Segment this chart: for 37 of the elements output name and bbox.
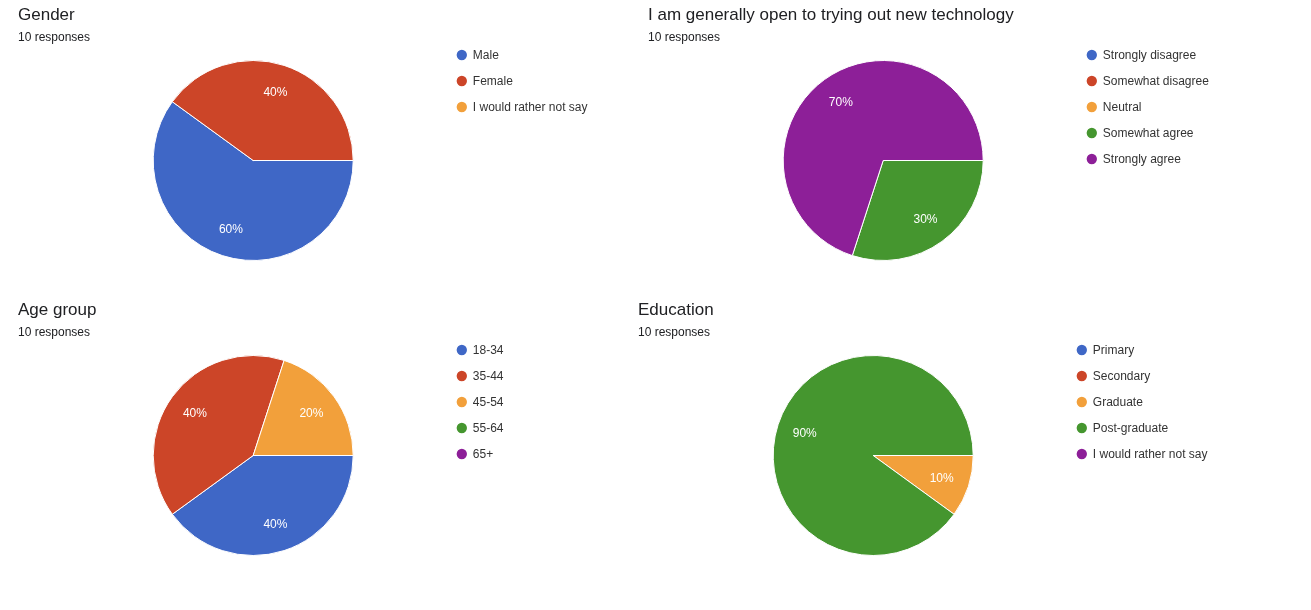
pie-slice	[782, 60, 984, 257]
legend-label: Strongly agree	[1102, 152, 1182, 166]
text: 10 responses	[638, 325, 711, 339]
text: 10 responses	[648, 30, 721, 44]
data-label: 40%	[182, 406, 208, 421]
legend-label: 18-34	[472, 343, 504, 357]
data-label: 10%	[929, 470, 955, 485]
legend-label: Female	[472, 74, 514, 88]
data-label: 90%	[792, 426, 818, 441]
legend-label: Secondary	[1092, 369, 1151, 383]
legend-label: Strongly disagree	[1102, 48, 1197, 62]
legend-label: Somewhat disagree	[1102, 74, 1210, 88]
data-label: 60%	[218, 221, 244, 236]
legend-label: Male	[472, 48, 500, 62]
legend-label: Primary	[1092, 343, 1135, 357]
legend-label: 35-44	[472, 369, 504, 383]
data-label: 30%	[913, 211, 938, 226]
data-label: 40%	[263, 516, 288, 531]
legend-label: Post-graduate	[1092, 421, 1169, 435]
data-label: 70%	[828, 95, 854, 110]
legend-label: Graduate	[1092, 395, 1144, 409]
text: 10 responses	[18, 325, 91, 339]
legend-label: 45-54	[472, 395, 504, 409]
pie-slice	[772, 355, 974, 556]
chart-title: Age group	[18, 300, 97, 319]
chart-title: Education	[638, 300, 714, 319]
legend-label: 55-64	[472, 421, 504, 435]
chart-title: I am generally open to trying out new technology	[648, 5, 1015, 24]
text: 10 responses	[18, 30, 91, 44]
data-label: 20%	[299, 406, 324, 421]
legend-label: Somewhat agree	[1102, 126, 1194, 140]
chart-title: Gender	[18, 5, 76, 24]
legend-label: 65+	[472, 447, 494, 461]
legend-label: Neutral	[1102, 100, 1142, 114]
data-label: 40%	[263, 85, 288, 100]
legend-label: I would rather not say	[1092, 447, 1208, 461]
legend-label: I would rather not say	[472, 100, 588, 114]
